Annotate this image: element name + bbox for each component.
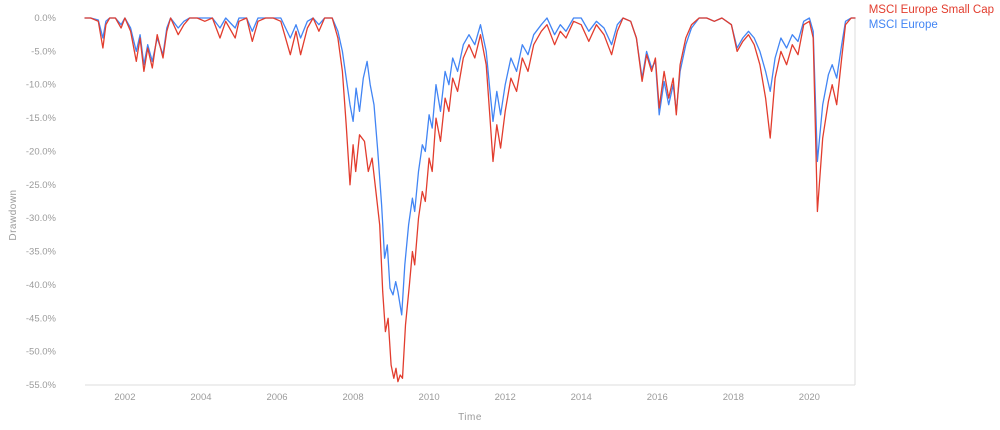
y-tick-label: 0.0% — [34, 13, 56, 24]
y-tick-label: -45.0% — [26, 313, 57, 324]
y-tick-label: -55.0% — [26, 380, 57, 391]
series-line-msci-europe-small-cap — [84, 17, 856, 383]
y-tick-label: -35.0% — [26, 247, 57, 258]
y-tick-label: -30.0% — [26, 213, 57, 224]
y-tick-label: -40.0% — [26, 280, 57, 291]
y-tick-label: -15.0% — [26, 113, 57, 124]
x-tick-label: 2006 — [266, 392, 287, 403]
legend: MSCI Europe Small Cap MSCI Europe — [869, 3, 994, 33]
x-tick-label: 2008 — [343, 392, 364, 403]
y-tick-label: -50.0% — [26, 347, 57, 358]
x-tick-label: 2018 — [723, 392, 744, 403]
x-tick-label: 2020 — [799, 392, 820, 403]
x-tick-label: 2010 — [419, 392, 440, 403]
x-tick-label: 2016 — [647, 392, 668, 403]
y-tick-label: -20.0% — [26, 146, 57, 157]
y-tick-label: -10.0% — [26, 80, 57, 91]
x-axis-title: Time — [458, 412, 482, 423]
y-axis-title: Drawdown — [8, 189, 19, 241]
y-tick-label: -5.0% — [31, 46, 56, 57]
x-tick-label: 2004 — [190, 392, 211, 403]
legend-item-msci-europe[interactable]: MSCI Europe — [868, 19, 938, 31]
x-tick-label: 2012 — [495, 392, 516, 403]
x-tick-label: 2002 — [114, 392, 135, 403]
series-line-msci-europe — [84, 17, 856, 316]
y-tick-label: -25.0% — [26, 180, 57, 191]
x-tick-label: 2014 — [571, 392, 592, 403]
legend-item-msci-europe-small-cap[interactable]: MSCI Europe Small Cap — [868, 4, 994, 16]
